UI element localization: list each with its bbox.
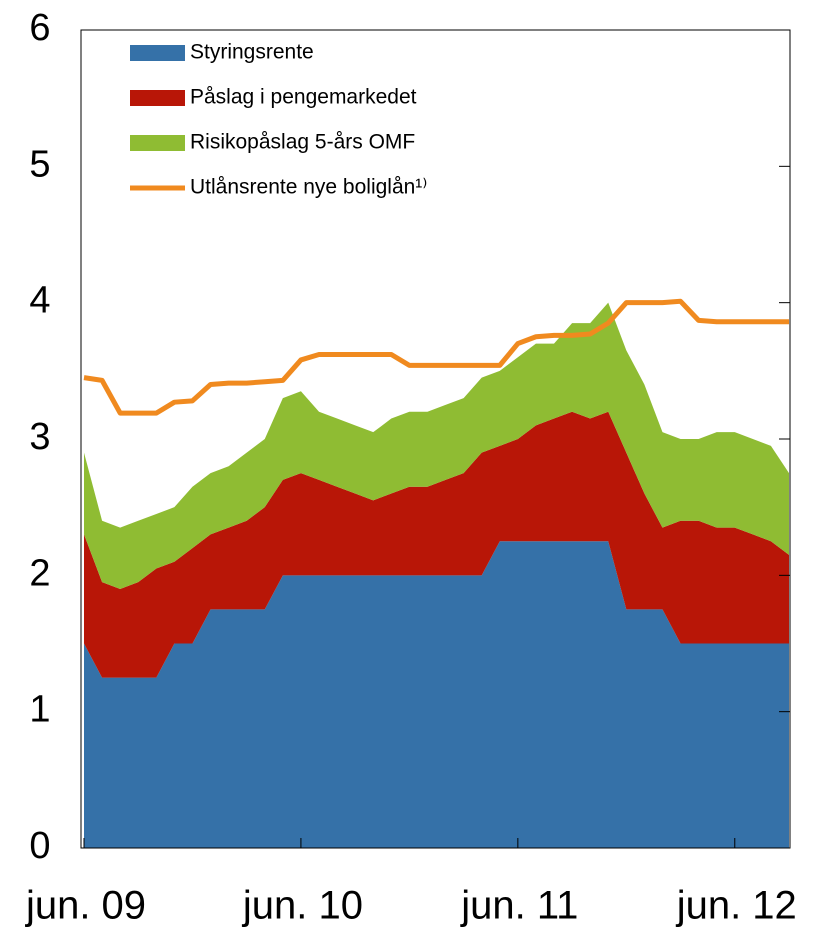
legend-label: Styringsrente [190,41,314,64]
y-tick-label: 1 [29,689,50,731]
y-tick-label: 4 [29,280,50,322]
area [84,302,789,589]
y-tick-label: 5 [29,143,50,185]
legend-swatch [130,135,185,151]
y-tick-label: 0 [29,825,50,867]
line [83,298,789,416]
y-tick-label: 3 [29,416,50,458]
legend-label: Påslag i pengemarkedet [190,86,417,109]
legend-label: Utlånsrente nye boliglån¹⁾ [190,176,427,199]
legend-label: Risikopåslag 5-års OMF [190,131,415,154]
y-tick-label: 2 [29,552,50,594]
x-tick-label: jun. 10 [242,884,363,928]
x-tick-label: jun. 09 [25,884,146,928]
legend-swatch [130,45,185,61]
y-tick-label: 6 [29,7,50,49]
x-tick-label: jun. 12 [676,884,797,928]
x-tick-label: jun. 11 [460,884,578,928]
area [84,541,789,848]
area [84,411,789,678]
legend-swatch [130,90,185,106]
